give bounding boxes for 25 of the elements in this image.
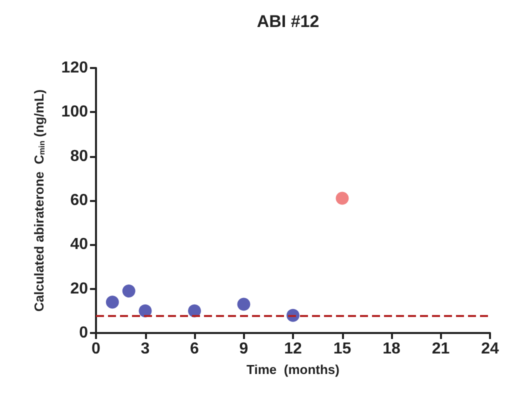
point xyxy=(122,284,136,298)
y-axis-title: Calculated abiraterone Cmin (ng/mL) xyxy=(32,89,46,312)
point xyxy=(106,296,119,309)
x-tick-label: 21 xyxy=(432,340,450,358)
x-tick-label: 12 xyxy=(284,340,302,358)
y-tick-label: 80 xyxy=(70,148,88,165)
x-tick-label: 24 xyxy=(481,340,499,358)
x-tick-label: 18 xyxy=(382,340,400,358)
x-tick-label: 0 xyxy=(92,340,101,358)
y-tick-label: 120 xyxy=(61,60,88,76)
x-tick-label: 6 xyxy=(190,340,200,358)
chart-title: ABI #12 xyxy=(256,12,320,31)
x-tick-label: 15 xyxy=(333,340,352,358)
y-tick-label: 40 xyxy=(70,236,88,254)
y-tick-label: 60 xyxy=(70,192,88,209)
point xyxy=(336,192,349,205)
x-tick-label: 9 xyxy=(239,340,248,358)
x-tick-label: 3 xyxy=(140,340,150,358)
point xyxy=(188,304,201,318)
y-tick-label: 100 xyxy=(61,104,88,121)
point xyxy=(138,304,152,318)
point xyxy=(237,298,250,311)
y-tick-label: 20 xyxy=(70,280,88,298)
x-axis-title: Time (months) xyxy=(246,362,340,377)
y-tick-label: 0 xyxy=(79,324,88,342)
